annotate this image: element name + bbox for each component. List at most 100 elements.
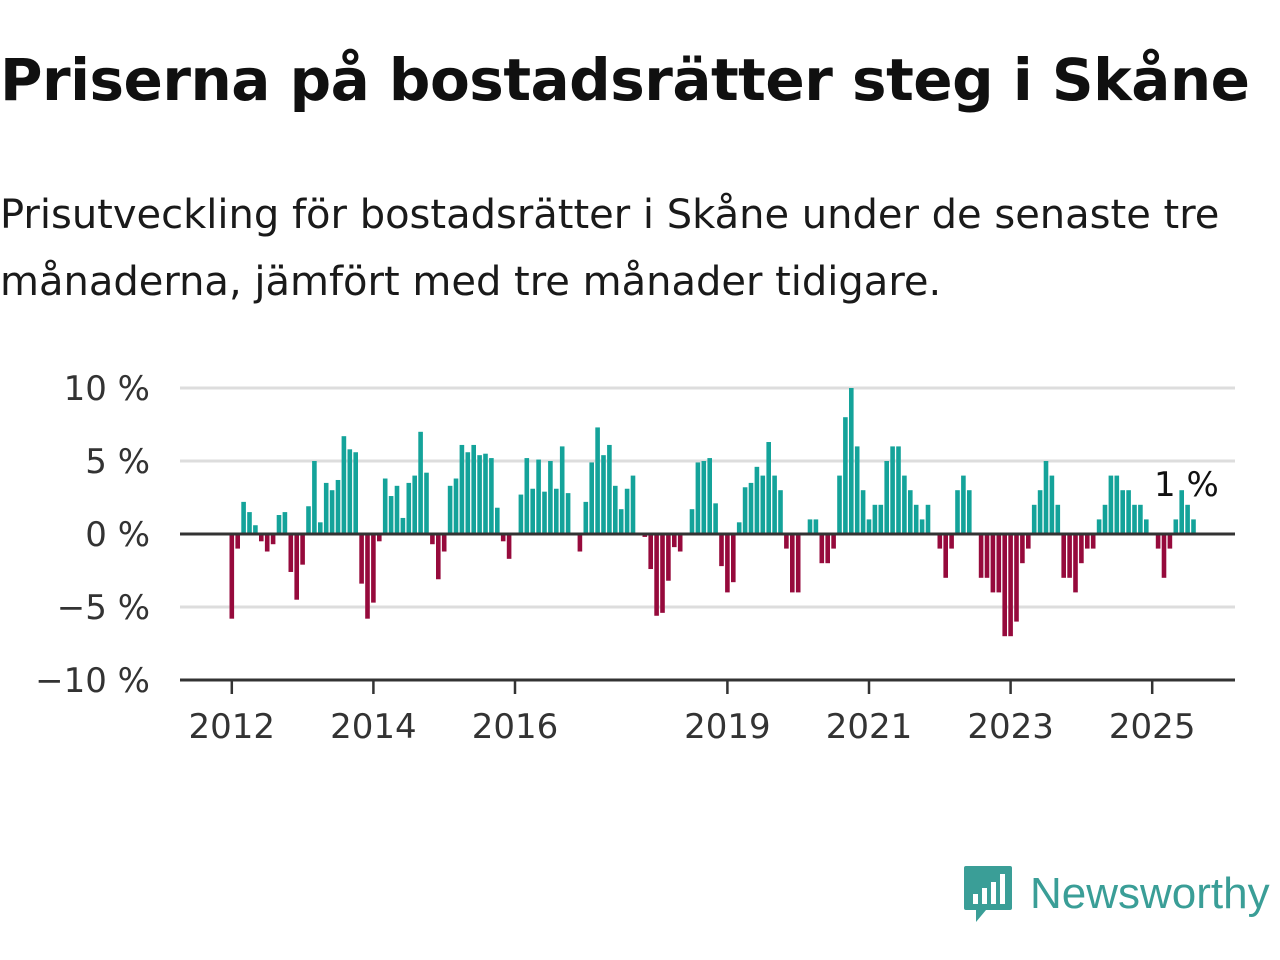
bar: [748, 482, 754, 534]
y-tick-label: 10 %: [64, 369, 150, 409]
bar: [506, 534, 512, 559]
bar: [648, 534, 653, 570]
bar: [542, 491, 547, 534]
bar: [229, 534, 235, 619]
bar: [288, 534, 294, 572]
bar: [583, 501, 589, 534]
bar: [613, 485, 618, 534]
bar: [666, 534, 671, 581]
bar: [548, 461, 553, 534]
bar: [949, 534, 954, 549]
bar: [276, 515, 282, 534]
bar: [919, 519, 925, 534]
bar: [453, 478, 459, 534]
bar: [701, 461, 707, 534]
bar: [990, 534, 996, 593]
bar: [896, 446, 901, 534]
y-axis-labels: 10 % 5 % 0 % −5 % −10 %: [35, 369, 150, 701]
bar: [253, 525, 258, 534]
bar: [495, 507, 500, 534]
bar: [677, 534, 683, 552]
bar: [925, 504, 931, 534]
bar: [813, 519, 819, 534]
bar: [1085, 534, 1090, 549]
bar: [1008, 534, 1013, 637]
x-tick-label: 2023: [967, 707, 1054, 747]
bar: [795, 534, 801, 593]
bar: [1002, 534, 1007, 637]
y-tick-label: −5 %: [57, 588, 150, 628]
x-tick-label: 2012: [189, 707, 276, 747]
bar: [530, 488, 535, 534]
bar: [1126, 490, 1131, 534]
bar: [365, 534, 370, 619]
bar: [1055, 504, 1061, 534]
bar: [388, 496, 394, 534]
last-value-annotation: 1 %: [1154, 465, 1219, 505]
bar: [382, 478, 388, 534]
bar: [241, 501, 246, 534]
bar: [672, 534, 677, 548]
bar-chart: 10 % 5 % 0 % −5 % −10 % 2012 2014 2016 2019 2021…: [35, 369, 1235, 747]
bar: [860, 490, 866, 534]
bar: [1096, 519, 1102, 534]
x-tick-label: 2025: [1109, 707, 1196, 747]
bar: [1073, 534, 1078, 593]
bar: [607, 444, 612, 534]
bar: [1179, 490, 1184, 534]
brand-name: Newsworthy: [1030, 869, 1270, 918]
bar: [359, 534, 364, 584]
bar: [719, 534, 724, 567]
chart-axes: [180, 532, 1235, 694]
bar: [477, 455, 482, 534]
chart-bars: [229, 388, 1196, 637]
bar: [1167, 534, 1173, 549]
bar: [441, 534, 447, 552]
y-tick-label: 0 %: [85, 515, 150, 555]
bar: [335, 479, 341, 534]
bar: [577, 534, 583, 552]
chart-subtitle: Prisutveckling för bostadsrätter i Skåne…: [0, 192, 1220, 305]
bar: [1049, 475, 1055, 534]
bar: [902, 475, 907, 534]
bar: [471, 444, 476, 534]
bar: [854, 446, 860, 534]
bar: [483, 453, 488, 534]
x-tick-label: 2014: [330, 707, 417, 747]
bar: [282, 512, 288, 534]
bar: [1132, 504, 1137, 534]
bar: [430, 534, 435, 545]
bar: [394, 485, 400, 534]
bar: [736, 522, 742, 534]
bar: [742, 487, 748, 534]
bar: [725, 534, 730, 593]
bar: [978, 534, 984, 578]
bar: [377, 534, 382, 542]
bar: [961, 475, 966, 534]
bar: [630, 475, 636, 534]
bar: [943, 534, 948, 578]
bar: [412, 475, 417, 534]
bar: [1020, 534, 1025, 564]
bar: [713, 503, 718, 534]
bar: [819, 534, 825, 564]
bar: [1161, 534, 1167, 578]
bar: [371, 534, 376, 603]
bar: [323, 482, 329, 534]
bar: [967, 490, 972, 534]
bar: [937, 534, 943, 549]
bar: [536, 459, 541, 534]
x-tick-label: 2019: [684, 707, 771, 747]
bar: [500, 534, 506, 542]
bar: [235, 534, 240, 549]
bar: [270, 534, 276, 545]
bar: [1037, 490, 1043, 534]
bar: [264, 534, 270, 552]
chart-title: Priserna på bostadsrätter steg i Skåne: [0, 46, 1250, 114]
bar: [341, 436, 347, 534]
bar: [554, 488, 559, 534]
bar: [890, 446, 895, 534]
bar: [1155, 534, 1161, 549]
bar: [595, 427, 600, 534]
bar: [1191, 519, 1196, 534]
